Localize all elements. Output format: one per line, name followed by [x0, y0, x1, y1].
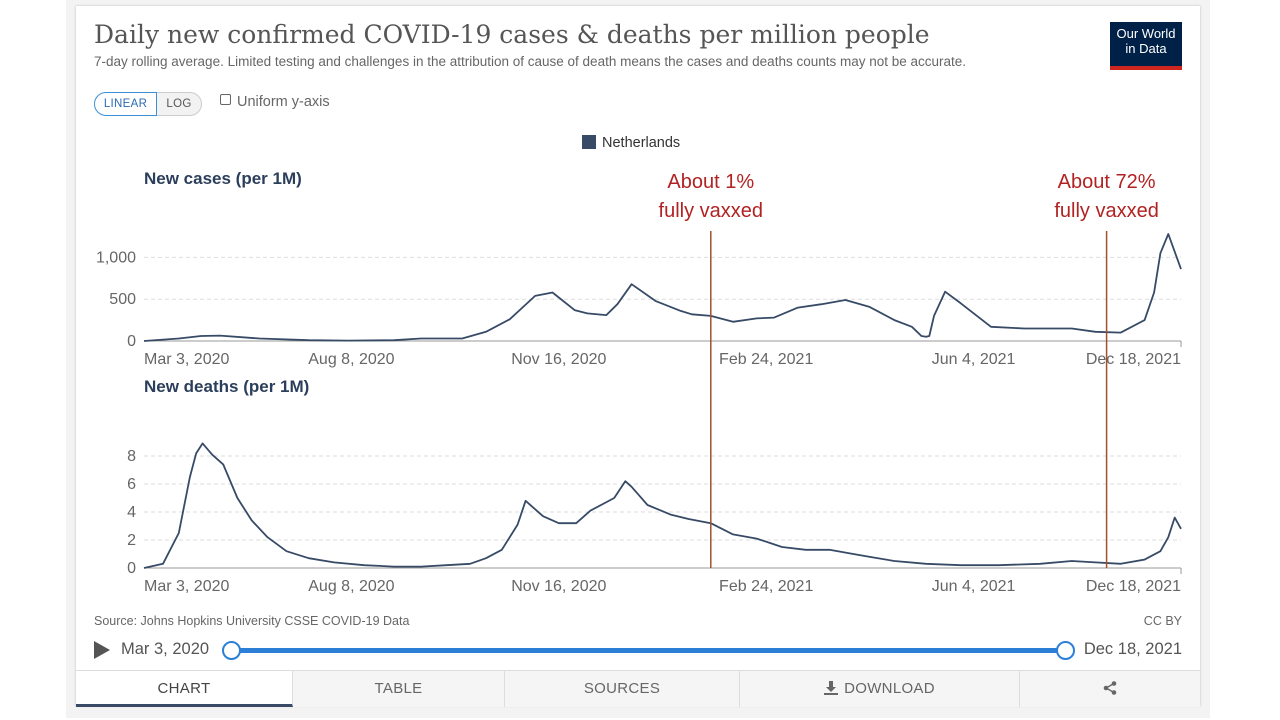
tab-share[interactable] — [1020, 671, 1200, 707]
x-tick-label: Aug 8, 2020 — [308, 351, 394, 368]
x-tick-label: Nov 16, 2020 — [511, 578, 606, 595]
y-tick-label: 1,000 — [96, 249, 136, 266]
x-tick-label: Jun 4, 2021 — [932, 351, 1016, 368]
owid-logo[interactable]: Our World in Data — [1110, 22, 1182, 70]
tab-sources[interactable]: SOURCES — [505, 671, 740, 707]
x-tick-label: Feb 24, 2021 — [719, 578, 813, 595]
x-tick-label: Aug 8, 2020 — [308, 578, 394, 595]
annotation-label: fully vaxxed — [1054, 200, 1159, 222]
y-tick-label: 500 — [109, 291, 136, 308]
y-tick-label: 0 — [127, 333, 136, 350]
checkbox-box[interactable] — [220, 94, 231, 105]
legend[interactable]: Netherlands — [582, 135, 680, 151]
share-icon — [1103, 681, 1117, 695]
x-tick-label: Feb 24, 2021 — [719, 351, 813, 368]
chart-title: Daily new confirmed COVID-19 cases & dea… — [94, 20, 930, 49]
chart-card: Daily new confirmed COVID-19 cases & dea… — [76, 6, 1200, 707]
timeline-end-handle[interactable] — [1055, 641, 1075, 660]
timeline-start-label: Mar 3, 2020 — [121, 640, 210, 658]
tab-chart[interactable]: CHART — [76, 671, 293, 707]
logo-line-1: Our World — [1116, 26, 1176, 41]
y-tick-label: 4 — [127, 504, 136, 521]
play-icon[interactable] — [94, 641, 110, 659]
y-tick-label: 0 — [127, 560, 136, 577]
tab-table[interactable]: TABLE — [293, 671, 505, 707]
x-tick-label: Dec 18, 2021 — [1086, 351, 1181, 368]
uniform-y-axis-checkbox[interactable]: Uniform y-axis — [220, 94, 330, 110]
log-scale-button[interactable]: LOG — [157, 92, 202, 116]
download-icon — [824, 681, 839, 695]
legend-label: Netherlands — [602, 135, 681, 151]
uniform-y-axis-label: Uniform y-axis — [237, 94, 330, 110]
panel-title: New deaths (per 1M) — [144, 377, 309, 396]
panel-title: New cases (per 1M) — [144, 169, 302, 188]
x-tick-label: Jun 4, 2021 — [932, 578, 1016, 595]
legend-swatch — [582, 135, 596, 149]
license-label[interactable]: CC BY — [1143, 614, 1182, 628]
series-line-netherlands[interactable] — [143, 442, 1182, 569]
x-tick-label: Mar 3, 2020 — [144, 578, 229, 595]
annotation-label: fully vaxxed — [659, 200, 764, 222]
x-tick-label: Nov 16, 2020 — [511, 351, 606, 368]
chart-subtitle: 7-day rolling average. Limited testing a… — [94, 54, 967, 69]
annotation-label: About 1% — [667, 171, 754, 193]
timeline-track[interactable] — [231, 648, 1065, 653]
timeline-start-handle[interactable] — [221, 641, 241, 660]
logo-line-2: in Data — [1125, 41, 1167, 56]
series-line-netherlands[interactable] — [143, 233, 1182, 342]
y-tick-label: 6 — [127, 476, 136, 493]
y-tick-label: 2 — [127, 532, 136, 549]
tab-download[interactable]: DOWNLOAD — [740, 671, 1020, 707]
source-note[interactable]: Source: Johns Hopkins University CSSE CO… — [94, 614, 410, 628]
download-label: DOWNLOAD — [844, 680, 935, 697]
tab-bar: CHART TABLE SOURCES DOWNLOAD — [76, 670, 1200, 707]
chart-svg: New cases (per 1M) 0 500 1,000 Mar 3, 2020 Au… — [96, 169, 1182, 595]
x-tick-label: Dec 18, 2021 — [1086, 578, 1181, 595]
timeline-end-label: Dec 18, 2021 — [1083, 640, 1182, 658]
x-tick-label: Mar 3, 2020 — [144, 351, 229, 368]
y-tick-label: 8 — [127, 448, 136, 465]
annotation-label: About 72% — [1058, 171, 1156, 193]
frame: Daily new confirmed COVID-19 cases & dea… — [66, 0, 1210, 718]
linear-scale-button[interactable]: LINEAR — [94, 92, 157, 116]
